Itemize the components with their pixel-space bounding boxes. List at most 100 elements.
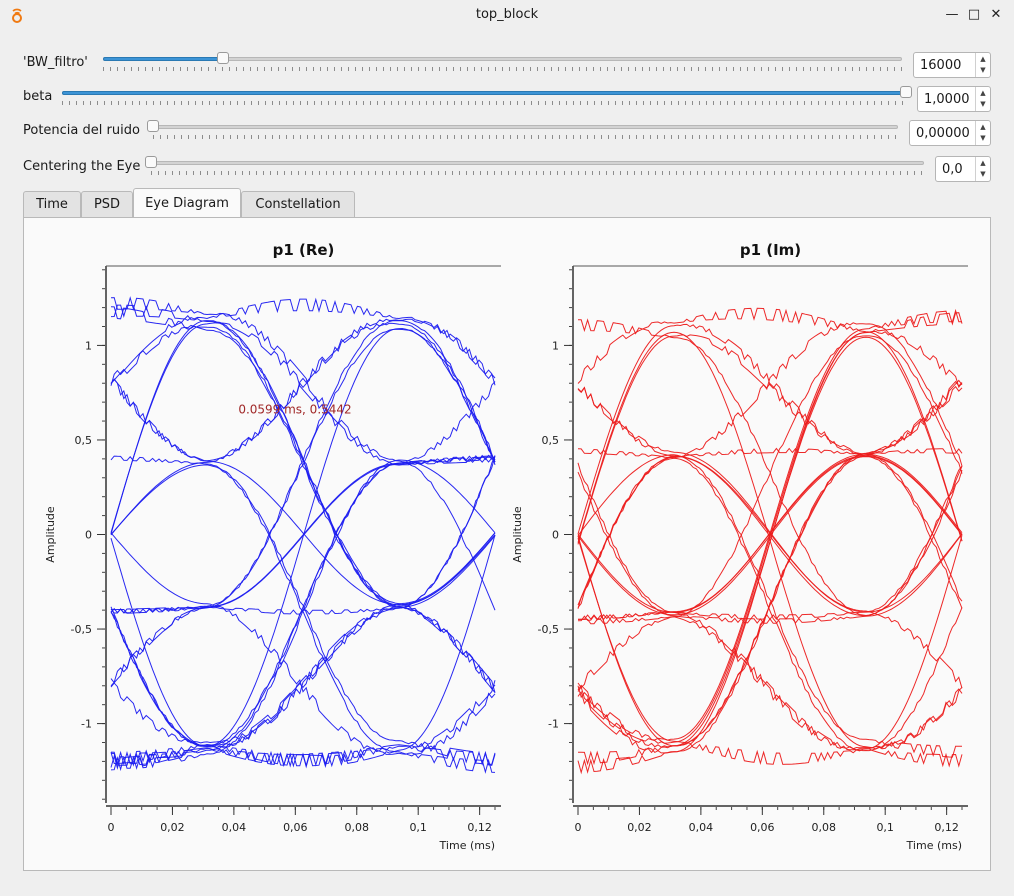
eye-trace [110,532,496,755]
centering-eye-value[interactable]: 0,0 [942,162,963,177]
tab-eye-diagram[interactable]: Eye Diagram [133,188,241,218]
control-row-beta: beta 1,0000 ▲ ▼ [0,84,1014,114]
bw-filtro-value[interactable]: 16000 [920,58,962,73]
slider-handle[interactable] [900,86,912,98]
title-bar: top_block — □ ✕ [0,0,1014,30]
potencia-ruido-label: Potencia del ruido [23,123,140,138]
slider-ticks [151,171,924,175]
x-axis-label: Time (ms) [439,839,495,852]
x-tick-label: 0,06 [283,821,308,834]
eye-trace [110,296,496,611]
beta-slider[interactable] [62,84,912,114]
x-tick-label: 0,12 [467,821,492,834]
eye-trace [577,335,963,689]
y-tick-label: -1 [548,718,559,731]
eye-diagram-plots: p1 (Re) -1 -0,5 0 0,5 1 0 0,02 0,04 0,06 0,08 0,1 0,… [44,241,968,852]
eye-trace [110,534,496,769]
slider-handle[interactable] [145,156,157,168]
x-tick-label: 0,04 [689,821,714,834]
x-axis-label: Time (ms) [906,839,962,852]
slider-fill [103,57,223,61]
eye-trace [577,455,963,747]
tab-time[interactable]: Time [23,191,81,217]
x-tick-label: 0,1 [409,821,427,834]
slider-groove [151,161,924,165]
tab-constellation[interactable]: Constellation [241,191,355,217]
y-axis-label: Amplitude [511,506,524,563]
tab-psd[interactable]: PSD [81,191,133,217]
spin-up-icon[interactable]: ▲ [980,89,986,97]
eye-trace [110,322,496,462]
x-tick-label: 0,06 [750,821,775,834]
eye-trace [111,381,496,614]
window-title: top_block [475,7,539,22]
centering-eye-label: Centering the Eye [23,159,141,174]
x-tick-label: 0,04 [222,821,247,834]
y-tick-label: 0,5 [75,434,93,447]
slider-handle[interactable] [216,52,229,64]
close-button[interactable]: ✕ [990,7,1002,22]
spin-down-icon[interactable]: ▼ [980,134,986,142]
maximize-button[interactable]: □ [967,7,981,22]
x-tick-label: 0,02 [627,821,652,834]
eye-trace [577,380,963,754]
eye-trace [577,307,963,542]
eye-trace [110,605,496,744]
eye-trace [110,603,496,747]
y-tick-label: -0,5 [71,623,92,636]
plot-title: p1 (Im) [740,241,801,259]
potencia-ruido-value[interactable]: 0,00000 [916,126,970,141]
bw-filtro-spinbox[interactable]: 16000 ▲ ▼ [913,52,991,78]
eye-traces [110,296,496,774]
x-tick-label: 0 [575,821,582,834]
cursor-readout: 0.0599 ms, 0.5442 [238,403,351,417]
centering-eye-spinbox[interactable]: 0,0 ▲ ▼ [935,156,991,182]
eye-trace [110,304,496,605]
minimize-button[interactable]: — [945,7,959,22]
eye-trace [577,322,963,467]
eye-trace [577,386,963,613]
eye-trace [577,323,963,602]
plot-1: p1 (Im) -1 -0,5 0 0,5 1 0 0,02 0,04 0,06 0,08 0,1 0,… [511,241,968,852]
eye-trace [110,455,496,749]
x-tick-label: 0,1 [876,821,894,834]
eye-trace [110,318,496,536]
x-tick-label: 0,02 [160,821,185,834]
eye-trace [110,327,496,747]
eye-trace [110,297,496,386]
slider-ticks [62,101,906,105]
spin-down-icon[interactable]: ▼ [980,100,986,108]
potencia-ruido-spinbox[interactable]: 0,00000 ▲ ▼ [909,120,991,146]
eye-trace [577,535,963,766]
bw-filtro-label: 'BW_filtro' [23,55,88,70]
y-tick-label: -0,5 [538,623,559,636]
spin-up-icon[interactable]: ▲ [980,159,986,167]
control-row-bw-filtro: 'BW_filtro' 16000 ▲ ▼ [0,50,1014,80]
beta-spinbox[interactable]: 1,0000 ▲ ▼ [917,86,991,112]
y-tick-label: 0 [552,529,559,542]
slider-handle[interactable] [147,120,159,132]
eye-trace [110,459,496,767]
x-tick-label: 0 [108,821,115,834]
potencia-ruido-slider[interactable] [147,118,898,148]
bw-filtro-slider[interactable] [103,50,902,80]
x-tick-label: 0,08 [345,821,370,834]
slider-ticks [153,135,898,139]
eye-trace [110,455,496,687]
gnuradio-app-icon [12,8,22,23]
spin-up-icon[interactable]: ▲ [980,55,986,63]
centering-eye-slider[interactable] [145,154,924,184]
eye-trace [577,447,963,608]
y-tick-label: 0,5 [542,434,560,447]
spin-up-icon[interactable]: ▲ [980,123,986,131]
control-row-centering-eye: Centering the Eye 0,0 ▲ ▼ [0,154,1014,184]
spin-down-icon[interactable]: ▼ [980,66,986,74]
eye-trace [110,320,496,608]
y-axis-label: Amplitude [44,506,57,563]
x-tick-label: 0,12 [934,821,959,834]
eye-trace [578,616,963,768]
beta-value[interactable]: 1,0000 [924,92,970,107]
spin-down-icon[interactable]: ▼ [980,170,986,178]
eye-trace [110,455,496,766]
eye-trace [110,306,496,693]
